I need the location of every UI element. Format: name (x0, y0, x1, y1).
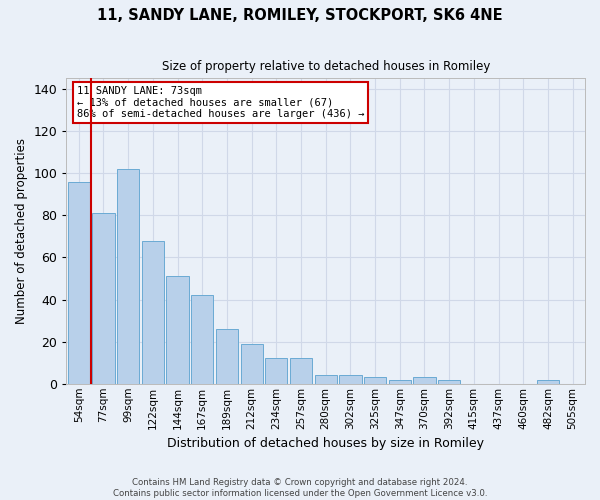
Bar (117, 169, 139, 384)
Bar (92, 213, 115, 384)
Bar (216, 329, 238, 384)
Title: Size of property relative to detached houses in Romiley: Size of property relative to detached ho… (161, 60, 490, 73)
Text: Contains HM Land Registry data © Crown copyright and database right 2024.
Contai: Contains HM Land Registry data © Crown c… (113, 478, 487, 498)
Bar (340, 376, 362, 384)
Bar (290, 358, 312, 384)
Text: 11 SANDY LANE: 73sqm
← 13% of detached houses are smaller (67)
86% of semi-detac: 11 SANDY LANE: 73sqm ← 13% of detached h… (77, 86, 364, 119)
Text: 11, SANDY LANE, ROMILEY, STOCKPORT, SK6 4NE: 11, SANDY LANE, ROMILEY, STOCKPORT, SK6 … (97, 8, 503, 22)
Bar (413, 378, 436, 384)
Bar (265, 358, 287, 384)
Bar (364, 378, 386, 384)
Bar (142, 240, 164, 384)
Bar (68, 182, 90, 384)
Bar (166, 276, 188, 384)
X-axis label: Distribution of detached houses by size in Romiley: Distribution of detached houses by size … (167, 437, 484, 450)
Bar (389, 380, 411, 384)
Y-axis label: Number of detached properties: Number of detached properties (15, 138, 28, 324)
Bar (314, 376, 337, 384)
Bar (241, 344, 263, 384)
Bar (438, 380, 460, 384)
Bar (537, 380, 559, 384)
Bar (191, 296, 214, 384)
